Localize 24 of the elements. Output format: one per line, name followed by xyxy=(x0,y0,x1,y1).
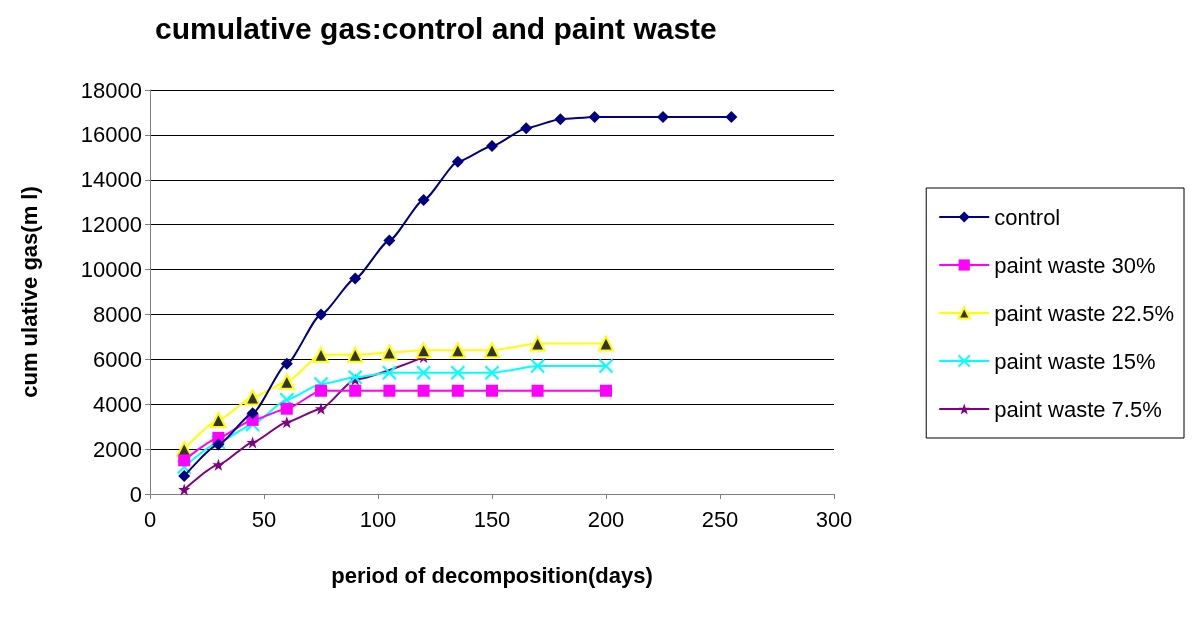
legend-label: paint waste 7.5% xyxy=(994,396,1162,422)
y-axis-title: cum ulative gas(m l) xyxy=(16,186,42,398)
chart-title: cumulative gas:control and paint waste xyxy=(155,11,717,45)
y-tick-label: 14000 xyxy=(80,167,142,193)
x-tick-label: 300 xyxy=(815,506,853,532)
y-tick-label: 6000 xyxy=(93,346,142,372)
x-axis-title: period of decomposition(days) xyxy=(331,562,653,588)
y-tick-label: 8000 xyxy=(93,301,142,327)
y-tick-label: 4000 xyxy=(93,391,142,417)
x-tick-label: 100 xyxy=(359,506,397,532)
y-tick-label: 0 xyxy=(129,481,142,507)
y-tick-label: 10000 xyxy=(80,257,142,283)
x-tick-label: 50 xyxy=(251,506,277,532)
legend-label: paint waste 22.5% xyxy=(994,300,1174,326)
x-tick-label: 250 xyxy=(701,506,739,532)
y-tick-label: 16000 xyxy=(80,122,142,148)
y-tick-label: 18000 xyxy=(80,77,142,103)
x-tick-label: 150 xyxy=(473,506,511,532)
legend-label: control xyxy=(994,204,1061,230)
y-tick-label: 12000 xyxy=(80,212,142,238)
y-tick-label: 2000 xyxy=(93,436,142,462)
legend-label: paint waste 15% xyxy=(994,348,1156,374)
legend-label: paint waste 30% xyxy=(994,252,1156,278)
x-tick-label: 200 xyxy=(587,506,625,532)
